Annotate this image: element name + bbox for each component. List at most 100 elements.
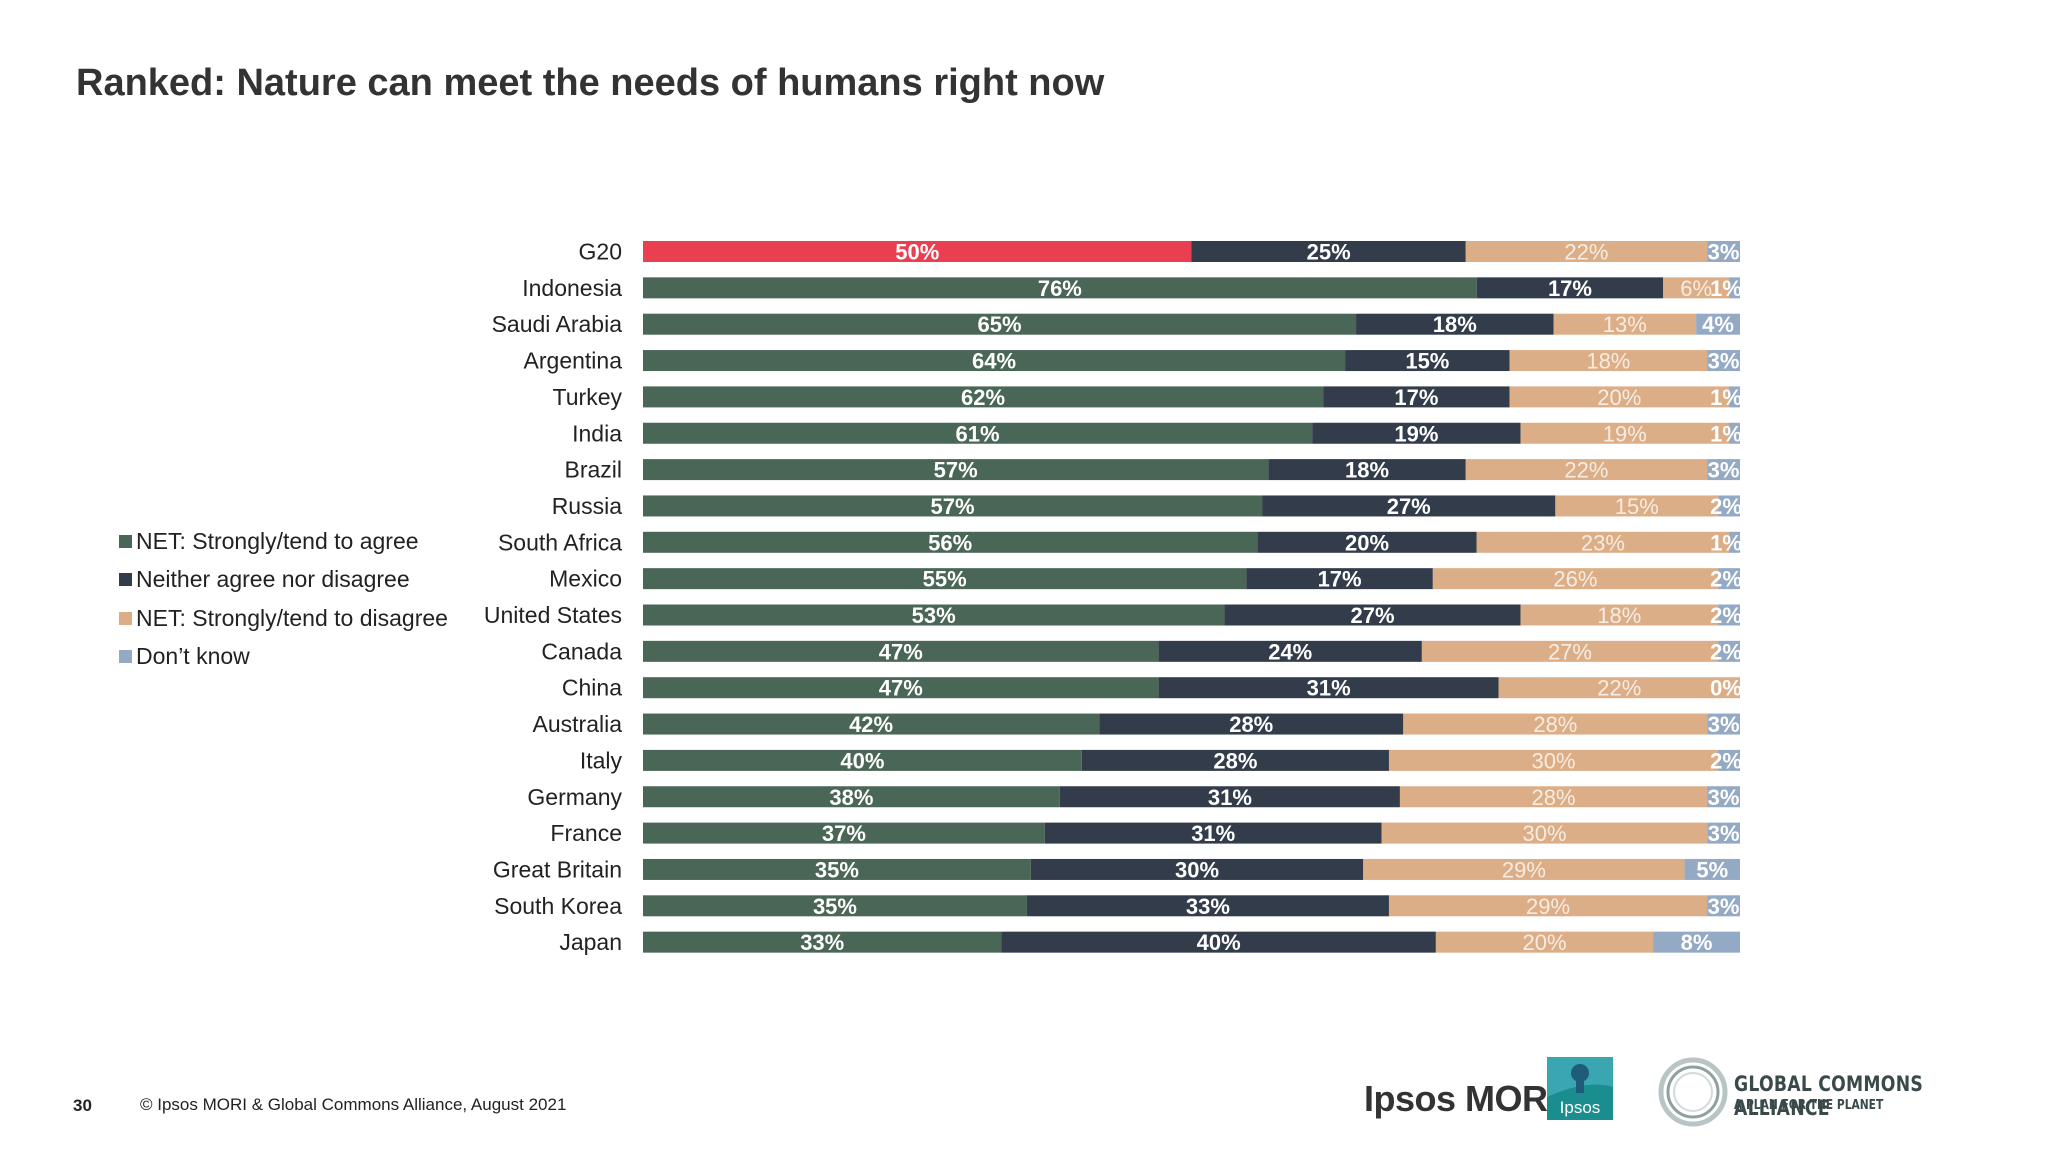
data-label: 31% xyxy=(1191,821,1235,846)
data-label: 35% xyxy=(815,857,859,882)
bar-segment xyxy=(1435,931,1654,953)
bar-segment xyxy=(1520,422,1730,444)
category-label: Australia xyxy=(533,711,623,737)
legend-item-neither: Neither agree nor disagree xyxy=(119,561,448,600)
legend-label-dontknow: Don’t know xyxy=(136,643,250,670)
bar-segment xyxy=(1026,895,1389,917)
bar-segment xyxy=(1476,277,1664,299)
data-label: 17% xyxy=(1318,567,1362,592)
bar-segment xyxy=(1246,568,1433,590)
data-label: 2% xyxy=(1710,748,1742,773)
bar-segment xyxy=(1707,895,1740,917)
bar-segment xyxy=(1718,604,1740,626)
data-label: 29% xyxy=(1502,857,1546,882)
bar-segment xyxy=(1381,822,1708,844)
bar-segment xyxy=(1707,822,1740,844)
data-label: 65% xyxy=(978,312,1022,337)
bar-segment xyxy=(1707,713,1740,735)
legend-label-agree: NET: Strongly/tend to agree xyxy=(136,527,419,554)
legend-swatch-dontknow xyxy=(119,650,132,664)
data-label: 20% xyxy=(1597,385,1641,410)
bar-segment xyxy=(1158,640,1422,662)
category-label: Germany xyxy=(527,784,622,810)
bar-segment xyxy=(1345,350,1510,372)
bar-segment xyxy=(1707,786,1740,808)
bar-segment xyxy=(643,931,1002,953)
bar-segment xyxy=(643,713,1100,735)
data-label: 30% xyxy=(1175,857,1219,882)
ipsos-mori-logo-text: Ipsos MORI xyxy=(1364,1078,1558,1119)
bar-segment xyxy=(643,241,1192,262)
global-commons-alliance-logo-icon xyxy=(1658,1057,1728,1127)
bar-segment xyxy=(1099,713,1404,735)
page-title: Ranked: Nature can meet the needs of hum… xyxy=(76,62,1105,104)
bar-segment xyxy=(1476,531,1730,553)
bar-segment xyxy=(1158,677,1499,699)
category-label: France xyxy=(550,820,622,846)
bar-segment xyxy=(1191,241,1466,262)
category-label: Mexico xyxy=(549,566,622,592)
data-label: 30% xyxy=(1531,748,1575,773)
bar-segment xyxy=(1059,786,1400,808)
bar-segment xyxy=(1388,749,1719,771)
data-label: 2% xyxy=(1710,567,1742,592)
data-label: 37% xyxy=(822,821,866,846)
data-label: 22% xyxy=(1564,240,1608,265)
data-label: 28% xyxy=(1229,712,1273,737)
bar-segment xyxy=(1729,386,1740,408)
bar-segment xyxy=(1509,350,1708,372)
data-label: 18% xyxy=(1345,458,1389,483)
bar-segment xyxy=(1403,713,1708,735)
bar-segment xyxy=(643,568,1247,590)
category-label: G20 xyxy=(579,239,622,265)
bar-segment xyxy=(1465,241,1708,262)
data-label: 1% xyxy=(1710,276,1742,301)
data-label: 35% xyxy=(813,894,857,919)
bar-segment xyxy=(1363,858,1685,880)
data-label: 28% xyxy=(1213,748,1257,773)
data-label: 3% xyxy=(1708,894,1740,919)
legend-label-disagree: NET: Strongly/tend to disagree xyxy=(136,604,448,631)
category-label: Japan xyxy=(559,929,622,955)
bar-segment xyxy=(643,604,1225,626)
legend-label-neither: Neither agree nor disagree xyxy=(136,566,410,593)
data-label: 22% xyxy=(1564,458,1608,483)
data-label: 42% xyxy=(849,712,893,737)
bar-segment xyxy=(1323,386,1510,408)
bar-segment xyxy=(1707,350,1740,372)
data-label: 3% xyxy=(1708,821,1740,846)
bar-segment xyxy=(1081,749,1389,771)
bar-segment xyxy=(1553,313,1697,335)
ipsos-logo-icon: Ipsos xyxy=(1547,1057,1613,1120)
data-label: 3% xyxy=(1708,458,1740,483)
bar-segment xyxy=(1729,277,1740,299)
data-label: 1% xyxy=(1710,421,1742,446)
data-label: 23% xyxy=(1581,530,1625,555)
data-label: 57% xyxy=(934,458,978,483)
data-label: 3% xyxy=(1708,349,1740,374)
legend-item-agree: NET: Strongly/tend to agree xyxy=(119,522,448,561)
category-label: Argentina xyxy=(524,348,623,374)
data-label: 15% xyxy=(1615,494,1659,519)
bar-segment xyxy=(1001,931,1436,953)
data-label: 33% xyxy=(800,930,844,955)
category-label: Italy xyxy=(580,747,623,773)
data-label: 2% xyxy=(1710,603,1742,628)
category-label: Canada xyxy=(541,638,622,664)
data-label: 40% xyxy=(1197,930,1241,955)
data-label: 76% xyxy=(1038,276,1082,301)
category-label: Saudi Arabia xyxy=(492,311,623,337)
legend-item-dontknow: Don’t know xyxy=(119,638,448,677)
data-label: 4% xyxy=(1702,312,1734,337)
bar-segment xyxy=(1257,531,1477,553)
data-label: 28% xyxy=(1531,785,1575,810)
bar-segment xyxy=(1729,422,1740,444)
bar-segment xyxy=(643,895,1027,917)
data-label: 8% xyxy=(1681,930,1713,955)
bar-segment xyxy=(1312,422,1521,444)
data-label: 25% xyxy=(1307,240,1351,265)
bar-segment xyxy=(1520,604,1719,626)
ipsos-badge-text: Ipsos xyxy=(1560,1098,1601,1117)
bar-segment xyxy=(1356,313,1554,335)
page-number: 30 xyxy=(73,1096,92,1115)
